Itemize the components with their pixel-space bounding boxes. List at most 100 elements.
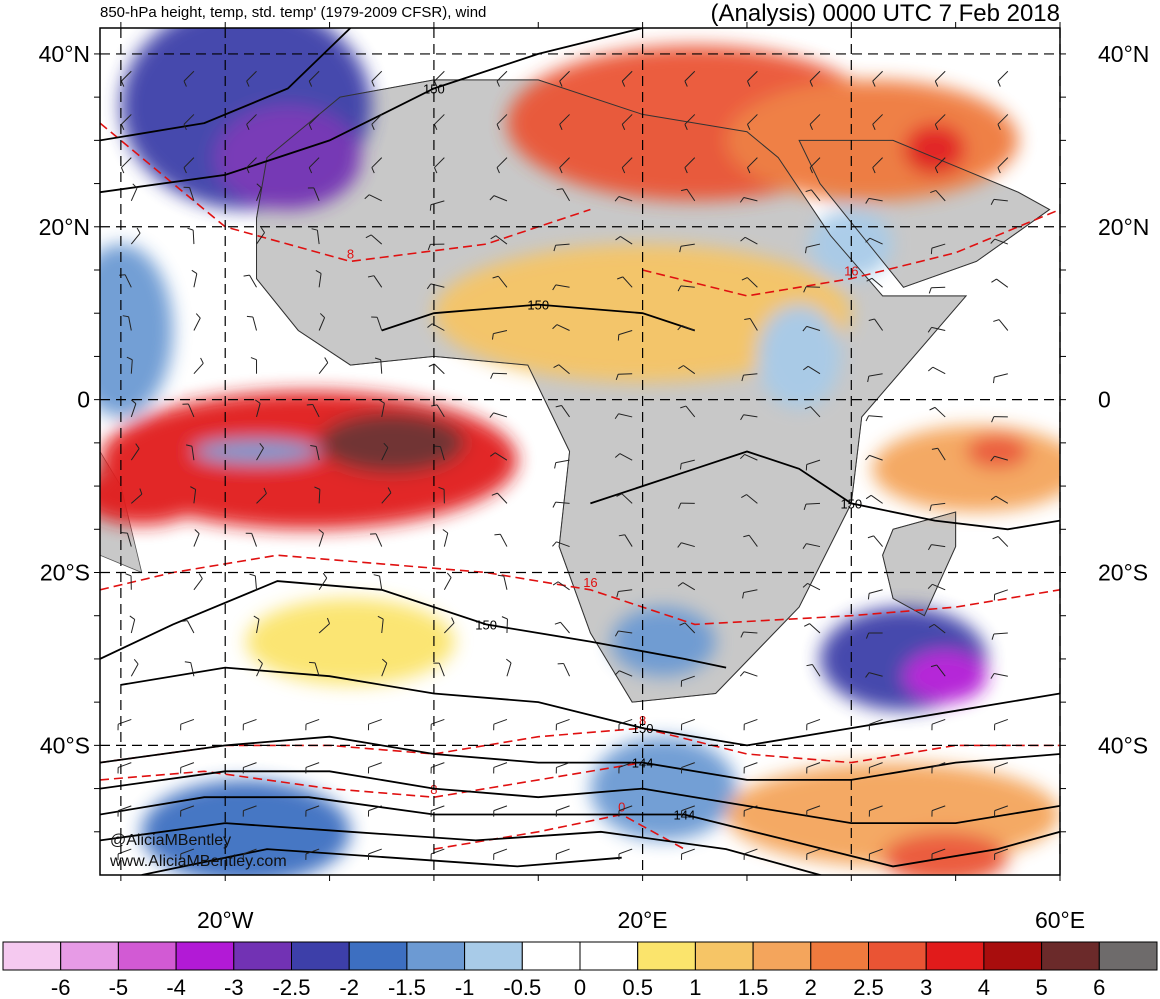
colorbar-label: 2.5 xyxy=(853,975,884,999)
wind-barb xyxy=(559,70,570,82)
wind-barb xyxy=(681,459,695,465)
anomaly-equatorial-atlantic-core xyxy=(319,412,466,474)
wind-barb xyxy=(743,196,758,202)
wind-barb xyxy=(746,494,758,504)
wind-barb xyxy=(370,234,383,245)
wind-barb xyxy=(618,589,633,592)
height-contour-label: 144 xyxy=(632,756,654,771)
wind-barb-feather xyxy=(433,80,438,87)
wind-barb xyxy=(318,533,324,547)
wind-barb xyxy=(806,848,821,855)
wind-barb xyxy=(256,447,264,461)
wind-barb-feather xyxy=(741,375,744,382)
wind-barb xyxy=(994,762,1008,768)
wind-barb-feather xyxy=(747,167,751,174)
wind-barb xyxy=(191,446,195,461)
wind-barb-feather xyxy=(679,463,682,470)
wind-barb xyxy=(931,718,946,725)
wind-barb xyxy=(117,805,132,812)
wind-barb xyxy=(747,114,758,125)
wind-barb-feather xyxy=(677,285,682,292)
wind-barb-feather xyxy=(552,541,557,547)
wind-barb-feather xyxy=(311,228,318,231)
wind-barb xyxy=(747,157,758,168)
wind-barb-feather xyxy=(990,199,995,205)
wind-barb xyxy=(684,114,696,125)
colorbar-label: 6 xyxy=(1093,975,1105,999)
wind-barb xyxy=(868,373,883,377)
height-contour-label: 150 xyxy=(475,617,497,632)
wind-barb xyxy=(994,589,1008,595)
height-contour xyxy=(100,796,1060,868)
wind-barb-feather xyxy=(306,403,313,406)
wind-barb xyxy=(251,533,257,547)
height-contour-label: 150 xyxy=(527,298,549,313)
wind-barb-feather xyxy=(739,197,745,203)
wind-barb-feather xyxy=(559,167,563,174)
wind-barb xyxy=(556,762,570,768)
wind-barb xyxy=(619,453,633,461)
wind-barb xyxy=(375,533,383,547)
anomaly-western-atlantic-cold xyxy=(100,244,174,417)
colorbar-label: -2 xyxy=(339,975,359,999)
wind-barb xyxy=(121,114,132,125)
colorbar-bin xyxy=(868,941,927,971)
height-contour xyxy=(100,735,1060,781)
wind-barb xyxy=(556,541,570,548)
wind-barb-feather xyxy=(120,124,125,131)
wind-barb-feather xyxy=(802,583,808,588)
wind-barb-feather xyxy=(741,277,748,281)
wind-barb xyxy=(932,366,946,375)
wind-barb xyxy=(680,243,695,247)
wind-barb-feather xyxy=(429,204,432,211)
wind-barb xyxy=(743,631,758,634)
wind-barb xyxy=(368,718,382,725)
wind-barb-feather xyxy=(804,623,810,627)
wind-barb xyxy=(121,70,132,82)
colorbar-label: -1.5 xyxy=(388,975,426,999)
wind-barb xyxy=(381,447,389,461)
wind-barb-feather xyxy=(260,227,265,233)
wind-barb-feather xyxy=(367,275,375,278)
wind-barb-feather xyxy=(990,238,996,244)
wind-barb-feather xyxy=(927,327,932,333)
wind-barb xyxy=(743,373,758,376)
wind-barb xyxy=(249,274,257,288)
wind-barb-feather xyxy=(490,373,494,379)
wind-barb-feather xyxy=(246,315,253,318)
wind-barb xyxy=(686,188,696,202)
wind-barb xyxy=(497,492,508,504)
wind-barb xyxy=(559,114,570,125)
wind-barb-feather xyxy=(381,658,388,664)
wind-barb xyxy=(747,70,758,82)
wind-barb xyxy=(243,805,257,812)
colorbar-bin xyxy=(291,941,350,971)
wind-barb xyxy=(743,589,758,593)
wind-barb-feather xyxy=(253,615,260,620)
wind-barb xyxy=(805,502,821,505)
wind-barb-feather xyxy=(492,275,499,279)
wind-barb xyxy=(368,762,382,768)
wind-barb-feather xyxy=(308,167,313,174)
coastline xyxy=(882,511,957,617)
wind-barb xyxy=(308,157,320,168)
wind-barb xyxy=(494,452,508,461)
chart-title: 850-hPa height, temp, std. temp' (1979-2… xyxy=(100,4,487,21)
wind-barb xyxy=(809,70,821,82)
wind-barb xyxy=(126,532,132,547)
wind-barb xyxy=(180,762,195,768)
wind-barb xyxy=(934,407,946,418)
wind-barb xyxy=(436,404,445,418)
wind-barb xyxy=(556,324,570,331)
colorbar-bin xyxy=(521,941,581,971)
wind-barb-feather xyxy=(126,356,133,361)
wind-barb xyxy=(506,662,512,677)
wind-barb xyxy=(933,623,946,634)
wind-barb xyxy=(497,275,508,288)
wind-barb xyxy=(493,330,508,335)
wind-barb xyxy=(994,805,1008,812)
wind-barb-feather xyxy=(739,454,745,460)
wind-barb xyxy=(433,363,445,375)
wind-barb-feather xyxy=(438,486,445,490)
